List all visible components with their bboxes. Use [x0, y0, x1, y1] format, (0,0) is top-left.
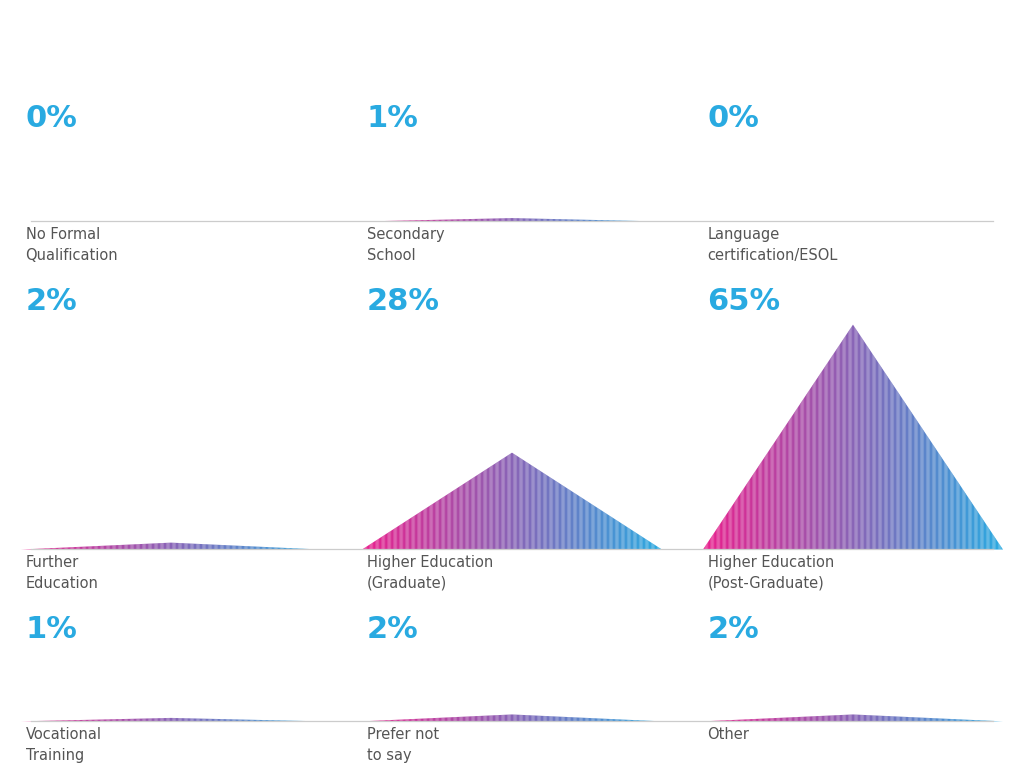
Text: 0%: 0%	[708, 104, 760, 133]
Text: 1%: 1%	[367, 104, 419, 133]
Text: 28%: 28%	[367, 287, 439, 316]
Text: Q43. My highest educational qualification is:: Q43. My highest educational qualificatio…	[36, 25, 546, 44]
Text: Prefer not
to say: Prefer not to say	[367, 727, 438, 762]
Text: 2%: 2%	[367, 615, 419, 644]
Text: Further
Education: Further Education	[26, 555, 98, 590]
Text: 2%: 2%	[26, 287, 78, 316]
Text: 2%: 2%	[708, 615, 760, 644]
Text: 216 Answered: 216 Answered	[36, 66, 145, 82]
Text: Source: Live Art research, 2019 survey of individuals: Source: Live Art research, 2019 survey o…	[36, 98, 440, 114]
Text: Vocational
Training: Vocational Training	[26, 727, 101, 762]
Text: Secondary
School: Secondary School	[367, 227, 444, 262]
Text: 0%: 0%	[26, 104, 78, 133]
Text: Higher Education
(Graduate): Higher Education (Graduate)	[367, 555, 493, 590]
Text: 65%: 65%	[708, 287, 780, 316]
Text: Other: Other	[708, 727, 750, 742]
Text: No Formal
Qualification: No Formal Qualification	[26, 227, 118, 262]
Text: Language
certification/ESOL: Language certification/ESOL	[708, 227, 838, 262]
Text: Higher Education
(Post-Graduate): Higher Education (Post-Graduate)	[708, 555, 834, 590]
Text: 1%: 1%	[26, 615, 78, 644]
